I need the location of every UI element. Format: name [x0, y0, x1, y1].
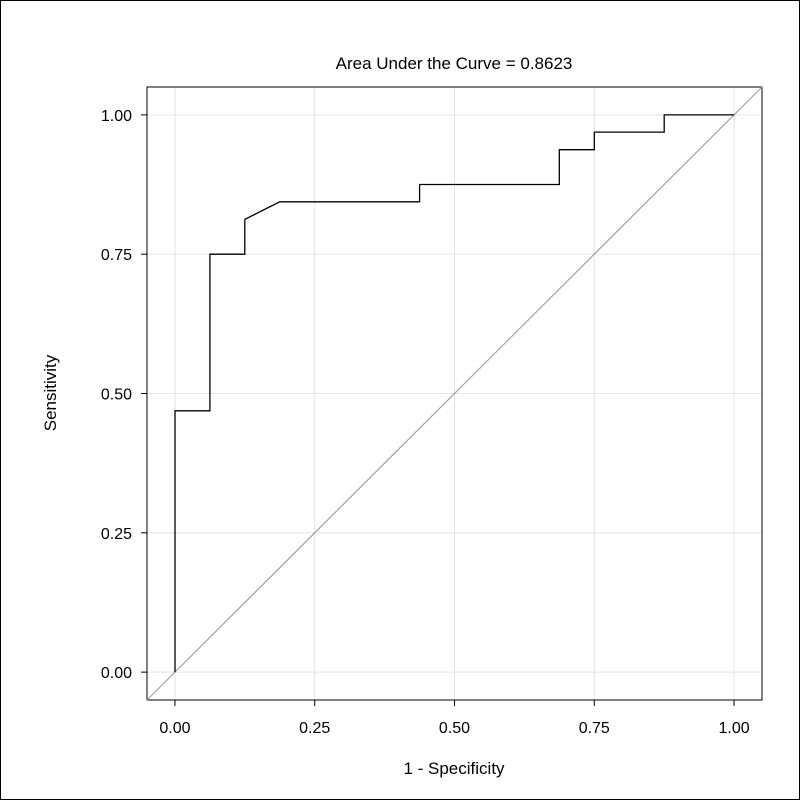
x-tick-label: 0.00: [159, 720, 190, 737]
x-axis-label: 1 - Specificity: [403, 759, 505, 778]
y-tick-label: 1.00: [101, 108, 132, 125]
y-tick-label: 0.25: [101, 526, 132, 543]
y-tick-label: 0.75: [101, 247, 132, 264]
x-tick-label: 0.50: [439, 720, 470, 737]
y-tick-label: 0.00: [101, 665, 132, 682]
grid-lines: [147, 87, 762, 700]
reference-diagonal-line: [146, 86, 763, 701]
y-axis-label: Sensitivity: [41, 354, 60, 431]
axis-ticks: 0.00 0.25 0.50 0.75 1.00 0.00 0.25 0.50 0.75 1.00: [101, 108, 750, 737]
roc-curve-line: [174, 114, 734, 673]
y-tick-label: 0.50: [101, 387, 132, 404]
x-tick-label: 0.25: [299, 720, 330, 737]
x-tick-label: 1.00: [718, 720, 749, 737]
x-tick-label: 0.75: [579, 720, 610, 737]
series-lines: [146, 86, 763, 701]
chart-title: Area Under the Curve = 0.8623: [336, 54, 573, 73]
